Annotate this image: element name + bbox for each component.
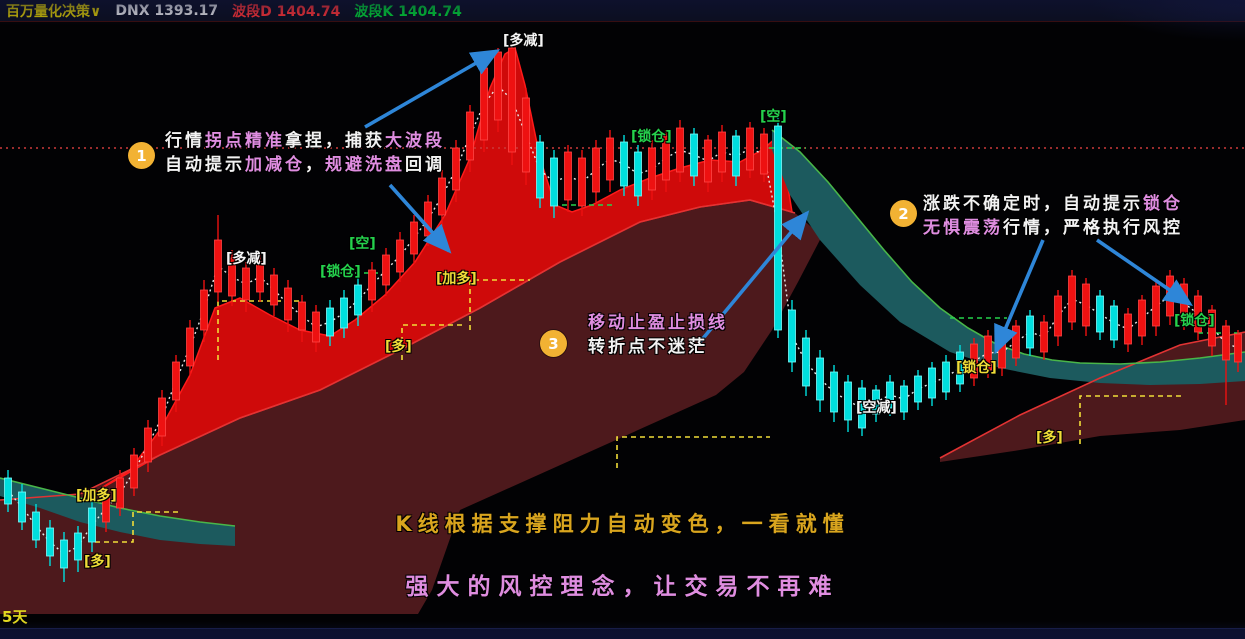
callout-arrow xyxy=(698,210,810,344)
callout-arrow xyxy=(994,239,1045,355)
band-teal-right xyxy=(772,130,1245,385)
band-maroon-main xyxy=(0,200,822,614)
status-bar xyxy=(0,628,1245,639)
candles-group xyxy=(4,45,1242,582)
chevron-down-icon: ∨ xyxy=(90,3,102,20)
moving-average-line xyxy=(7,84,1239,555)
band-d-value: 波段D 1404.74 xyxy=(232,3,341,20)
green-boundary-curve xyxy=(771,129,1245,365)
marketing-caption-1: K线根据支撑阻力自动变色，一看就懂 xyxy=(395,512,850,536)
stop-line-yellow xyxy=(1079,395,1185,444)
callout-arrow xyxy=(364,49,501,129)
callout-arrow xyxy=(1095,238,1193,307)
symbol-price: DNX 1393.17 xyxy=(115,2,219,19)
callout-arrow xyxy=(388,183,452,254)
stop-line-yellow xyxy=(469,279,530,330)
strategy-name: 百万量化决策 xyxy=(6,3,90,20)
red-boundary-curve xyxy=(939,331,1245,459)
title-bar: 百万量化决策∨ DNX 1393.17 波段D 1404.74 波段K 1404… xyxy=(0,0,1245,22)
band-k-value: 波段K 1404.74 xyxy=(354,3,462,20)
period-selector[interactable]: 5天 xyxy=(2,608,28,626)
stop-line-yellow xyxy=(95,511,178,543)
stop-line-yellow xyxy=(616,436,770,468)
marketing-caption-2: 强大的风控理念，让交易不再难 xyxy=(405,574,840,600)
stop-line-yellow xyxy=(401,324,465,360)
strategy-name-dropdown[interactable]: 百万量化决策∨ xyxy=(6,1,101,21)
